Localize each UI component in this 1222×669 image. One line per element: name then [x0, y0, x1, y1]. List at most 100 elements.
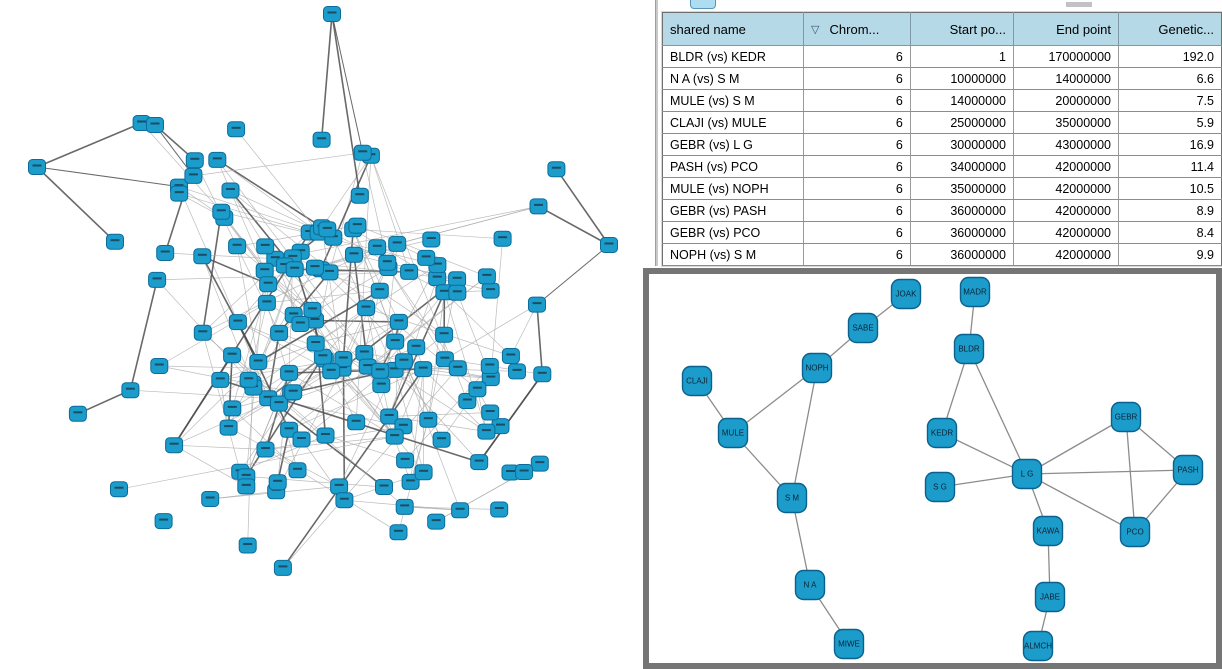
node-shape[interactable]	[432, 431, 451, 448]
network-node[interactable]	[212, 203, 231, 220]
table-cell-start_position[interactable]: 30000000	[909, 133, 1014, 156]
node-shape[interactable]	[68, 405, 87, 422]
node-shape[interactable]	[515, 464, 534, 480]
table-cell-chromosome[interactable]: 6	[803, 67, 911, 90]
network-node[interactable]	[350, 187, 369, 204]
table-cell-shared_name[interactable]: N A (vs) S M	[662, 67, 805, 90]
node-shape[interactable]	[355, 345, 374, 361]
node-shape[interactable]	[273, 559, 292, 576]
node-shape[interactable]	[350, 187, 369, 204]
table-cell-chromosome[interactable]: 6	[803, 221, 911, 244]
table-cell-start_position[interactable]: 10000000	[909, 67, 1014, 90]
node-shape[interactable]	[330, 478, 349, 495]
node-shape[interactable]	[154, 513, 173, 530]
network-node[interactable]	[372, 377, 391, 394]
network-node-ALMCH[interactable]: ALMCH	[1022, 630, 1054, 662]
network-node[interactable]	[477, 423, 496, 440]
node-shape[interactable]	[357, 300, 376, 317]
node-shape[interactable]	[400, 263, 419, 280]
network-node[interactable]	[414, 464, 433, 481]
table-cell-chromosome[interactable]: 6	[803, 89, 911, 112]
network-node[interactable]	[355, 345, 374, 361]
network-node[interactable]	[345, 246, 363, 263]
network-edge-GEBR-PCO[interactable]	[1125, 416, 1136, 533]
network-node[interactable]	[268, 474, 287, 491]
node-shape[interactable]	[386, 333, 405, 350]
column-header-end_point[interactable]: End point	[1012, 12, 1120, 46]
table-cell-genetic[interactable]: 8.9	[1118, 199, 1222, 222]
node-shape[interactable]	[926, 417, 958, 449]
node-shape[interactable]	[953, 333, 985, 365]
network-node-CLAJI[interactable]: CLAJI	[681, 365, 713, 397]
network-node[interactable]	[396, 452, 415, 469]
node-shape[interactable]	[1034, 581, 1066, 613]
network-node[interactable]	[330, 478, 349, 495]
table-cell-chromosome[interactable]: 6	[803, 177, 911, 200]
node-shape[interactable]	[414, 361, 433, 378]
node-shape[interactable]	[501, 348, 520, 364]
network-node[interactable]	[432, 431, 451, 448]
node-shape[interactable]	[335, 492, 354, 509]
node-shape[interactable]	[417, 249, 436, 266]
network-node[interactable]	[400, 263, 419, 280]
network-node[interactable]	[193, 324, 212, 341]
network-edge-LG-PASH[interactable]	[1026, 469, 1189, 475]
network-node[interactable]	[470, 454, 489, 471]
table-cell-end_point[interactable]: 35000000	[1012, 111, 1120, 134]
node-shape[interactable]	[221, 182, 240, 199]
network-node[interactable]	[435, 351, 454, 368]
network-node[interactable]	[458, 393, 477, 409]
network-node[interactable]	[448, 360, 467, 377]
table-cell-start_position[interactable]: 34000000	[909, 155, 1014, 178]
network-node-SM[interactable]: S M	[776, 482, 808, 514]
network-node[interactable]	[185, 152, 204, 169]
node-shape[interactable]	[291, 316, 310, 332]
table-cell-start_position[interactable]: 35000000	[909, 177, 1014, 200]
network-edge-LG-GEBR[interactable]	[1026, 416, 1127, 475]
table-cell-end_point[interactable]: 42000000	[1012, 221, 1120, 244]
column-header-shared_name[interactable]: shared name	[662, 12, 805, 46]
table-row[interactable]: PASH (vs) PCO 6 34000000 42000000 11.4	[662, 155, 1222, 178]
table-cell-genetic[interactable]: 5.9	[1118, 111, 1222, 134]
network-node[interactable]	[515, 464, 534, 480]
node-shape[interactable]	[1032, 515, 1064, 547]
node-shape[interactable]	[28, 159, 46, 175]
network-node[interactable]	[221, 182, 240, 199]
table-cell-shared_name[interactable]: GEBR (vs) PASH	[662, 199, 805, 222]
node-shape[interactable]	[959, 276, 991, 308]
node-shape[interactable]	[323, 6, 341, 22]
table-cell-shared_name[interactable]: MULE (vs) S M	[662, 89, 805, 112]
node-shape[interactable]	[156, 245, 175, 261]
network-node[interactable]	[291, 316, 310, 332]
network-node[interactable]	[401, 473, 420, 490]
node-shape[interactable]	[184, 167, 203, 184]
node-shape[interactable]	[435, 326, 454, 343]
node-shape[interactable]	[396, 452, 415, 469]
node-shape[interactable]	[547, 161, 566, 178]
node-shape[interactable]	[490, 501, 509, 518]
node-shape[interactable]	[318, 221, 337, 238]
node-shape[interactable]	[801, 352, 833, 384]
table-cell-end_point[interactable]: 14000000	[1012, 67, 1120, 90]
node-shape[interactable]	[401, 473, 420, 490]
node-shape[interactable]	[322, 363, 341, 380]
network-node[interactable]	[223, 347, 242, 364]
table-row[interactable]: GEBR (vs) PCO 6 36000000 42000000 8.4	[662, 221, 1222, 244]
table-cell-shared_name[interactable]: GEBR (vs) PCO	[662, 221, 805, 244]
table-cell-genetic[interactable]: 16.9	[1118, 133, 1222, 156]
table-cell-end_point[interactable]: 20000000	[1012, 89, 1120, 112]
network-node-BLDR[interactable]: BLDR	[953, 333, 985, 365]
node-shape[interactable]	[193, 248, 212, 265]
node-shape[interactable]	[288, 462, 307, 479]
network-node[interactable]	[600, 237, 618, 253]
network-node[interactable]	[184, 167, 203, 184]
table-row[interactable]: N A (vs) S M 6 10000000 14000000 6.6	[662, 67, 1222, 90]
node-shape[interactable]	[269, 395, 288, 412]
node-shape[interactable]	[238, 537, 257, 554]
network-node[interactable]	[239, 371, 258, 388]
node-shape[interactable]	[223, 347, 242, 364]
node-shape[interactable]	[312, 131, 331, 148]
network-node[interactable]	[389, 524, 408, 541]
node-shape[interactable]	[776, 482, 808, 514]
network-node[interactable]	[211, 371, 230, 388]
